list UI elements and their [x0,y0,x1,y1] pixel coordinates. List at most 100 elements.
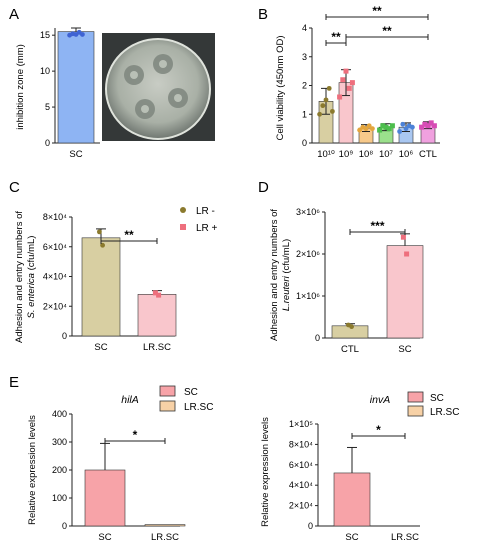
y-axis-label-unit: (cfu/mL) [281,239,292,276]
data-point [156,292,162,298]
y-tick-label: 1 [302,109,307,119]
chart-panel-e2: 0 2×10⁴ 4×10⁴ 6×10⁴ 8×10⁴ 1×10⁵ Relative expre… [260,394,420,543]
x-tick-label: SC [69,149,82,160]
chart-panel-b: 0 1 2 3 4 Cell viability (450nm OD) 10¹⁰ 10⁹ 10⁸… [275,4,440,160]
legend-swatch-sc [159,385,176,397]
bar [81,237,121,337]
chart-title: invA [370,394,390,406]
data-point [400,121,406,127]
data-point [404,251,410,257]
data-point [386,126,392,132]
y-tick-label: 6×10⁴ [43,242,67,252]
legend-swatch-lrsc [159,400,176,412]
y-tick-label: 1×10⁶ [296,291,320,301]
y-tick-label: 2×10⁴ [289,501,313,511]
legend-label-lrsc: LR.SC [430,407,459,418]
data-point [349,80,355,86]
x-tick-label: SC [98,532,111,543]
y-tick-label: 400 [52,409,67,419]
y-tick-label: 100 [52,493,67,503]
y-tick-label: 3×10⁶ [296,207,320,217]
panel-letter-c: C [9,179,20,196]
chart-panel-c: 0 2×10⁴ 4×10⁴ 6×10⁴ 8×10⁴ Adhesion and entry … [14,211,177,353]
data-point [377,127,383,133]
y-tick-label: 4×10⁴ [289,480,313,490]
legend-c: LR - LR + [180,206,218,234]
y-axis-label-italic: S. enterica [26,273,37,318]
data-point [346,85,352,91]
y-tick-label: 0 [45,138,50,148]
data-point [370,126,375,132]
y-tick-label: 200 [52,465,67,475]
x-tick-label: SC [345,532,358,543]
data-point [317,111,322,117]
legend-label-sc: SC [184,387,198,398]
y-tick-label: 1×10⁵ [289,419,313,429]
bar [386,245,424,339]
data-point [425,123,431,129]
y-tick-label: 0 [62,331,67,341]
data-point [340,77,346,83]
petri-dish-photo [102,33,215,141]
y-axis-label-italic: L.reuteri [281,275,292,311]
significance-label: *** [370,219,384,233]
x-tick-label: 10⁶ [399,149,414,160]
legend-e2: SC LR.SC [407,391,459,418]
legend-marker-lr-plus [180,224,186,230]
y-tick-label: 300 [52,437,67,447]
y-axis-label: Relative expression levels [260,417,271,527]
data-point [323,97,329,103]
x-tick-label: LR.SC [391,532,419,543]
x-tick-label: SC [398,344,411,355]
significance-label: ** [372,4,382,18]
legend-swatch-sc [407,391,424,403]
x-tick-label: LR.SC [143,342,171,353]
x-tick-label: 10⁸ [359,149,374,160]
significance-label: ** [331,30,341,44]
chart-panel-a: 0 5 10 15 inhibition zone (mm) SC [15,27,100,160]
data-point [400,234,406,240]
data-point [383,124,389,130]
y-tick-label: 0 [315,333,320,343]
y-tick-label: 4×10⁴ [43,272,67,282]
data-point [422,121,428,127]
y-tick-label: 8×10⁴ [43,212,67,222]
y-tick-label: 2×10⁶ [296,249,320,259]
data-point [410,124,415,130]
data-point [330,108,335,114]
data-point [320,103,326,109]
data-point [80,32,85,37]
y-tick-label: 6×10⁴ [289,460,313,470]
data-point [326,85,332,91]
x-tick-label: 10⁹ [339,149,354,160]
y-axis-label: Relative expression levels [27,415,38,525]
legend-label-lr-plus: LR + [196,223,218,234]
bar [137,294,177,337]
data-point [431,123,437,129]
x-tick-label: CTL [341,344,359,355]
legend-e1: SC LR.SC [159,385,213,413]
data-point [357,127,362,133]
data-point [97,229,102,235]
legend-label-sc: SC [430,393,444,404]
y-axis-label-unit: (cfu/mL) [26,236,37,273]
data-point [403,126,409,132]
y-axis-label-line1: Adhesion and entry numbers of [269,209,280,341]
y-tick-label: 4 [302,23,307,33]
significance-label: * [376,423,381,437]
x-tick-label: 10¹⁰ [317,149,335,160]
panel-letter-b: B [258,6,268,23]
legend-swatch-lrsc [407,405,424,417]
significance-label: * [133,428,138,442]
data-point [389,123,395,129]
y-tick-label: 2×10⁴ [43,301,67,311]
y-tick-label: 5 [45,102,50,112]
x-tick-label: LR.SC [151,532,179,543]
y-axis-label-line2: S. enterica (cfu/mL) [26,236,37,319]
data-point [419,124,425,130]
legend-label-lr-minus: LR - [196,206,215,217]
x-tick-label: SC [94,342,107,353]
chart-title: hilA [121,394,139,406]
significance-label: ** [382,24,392,38]
